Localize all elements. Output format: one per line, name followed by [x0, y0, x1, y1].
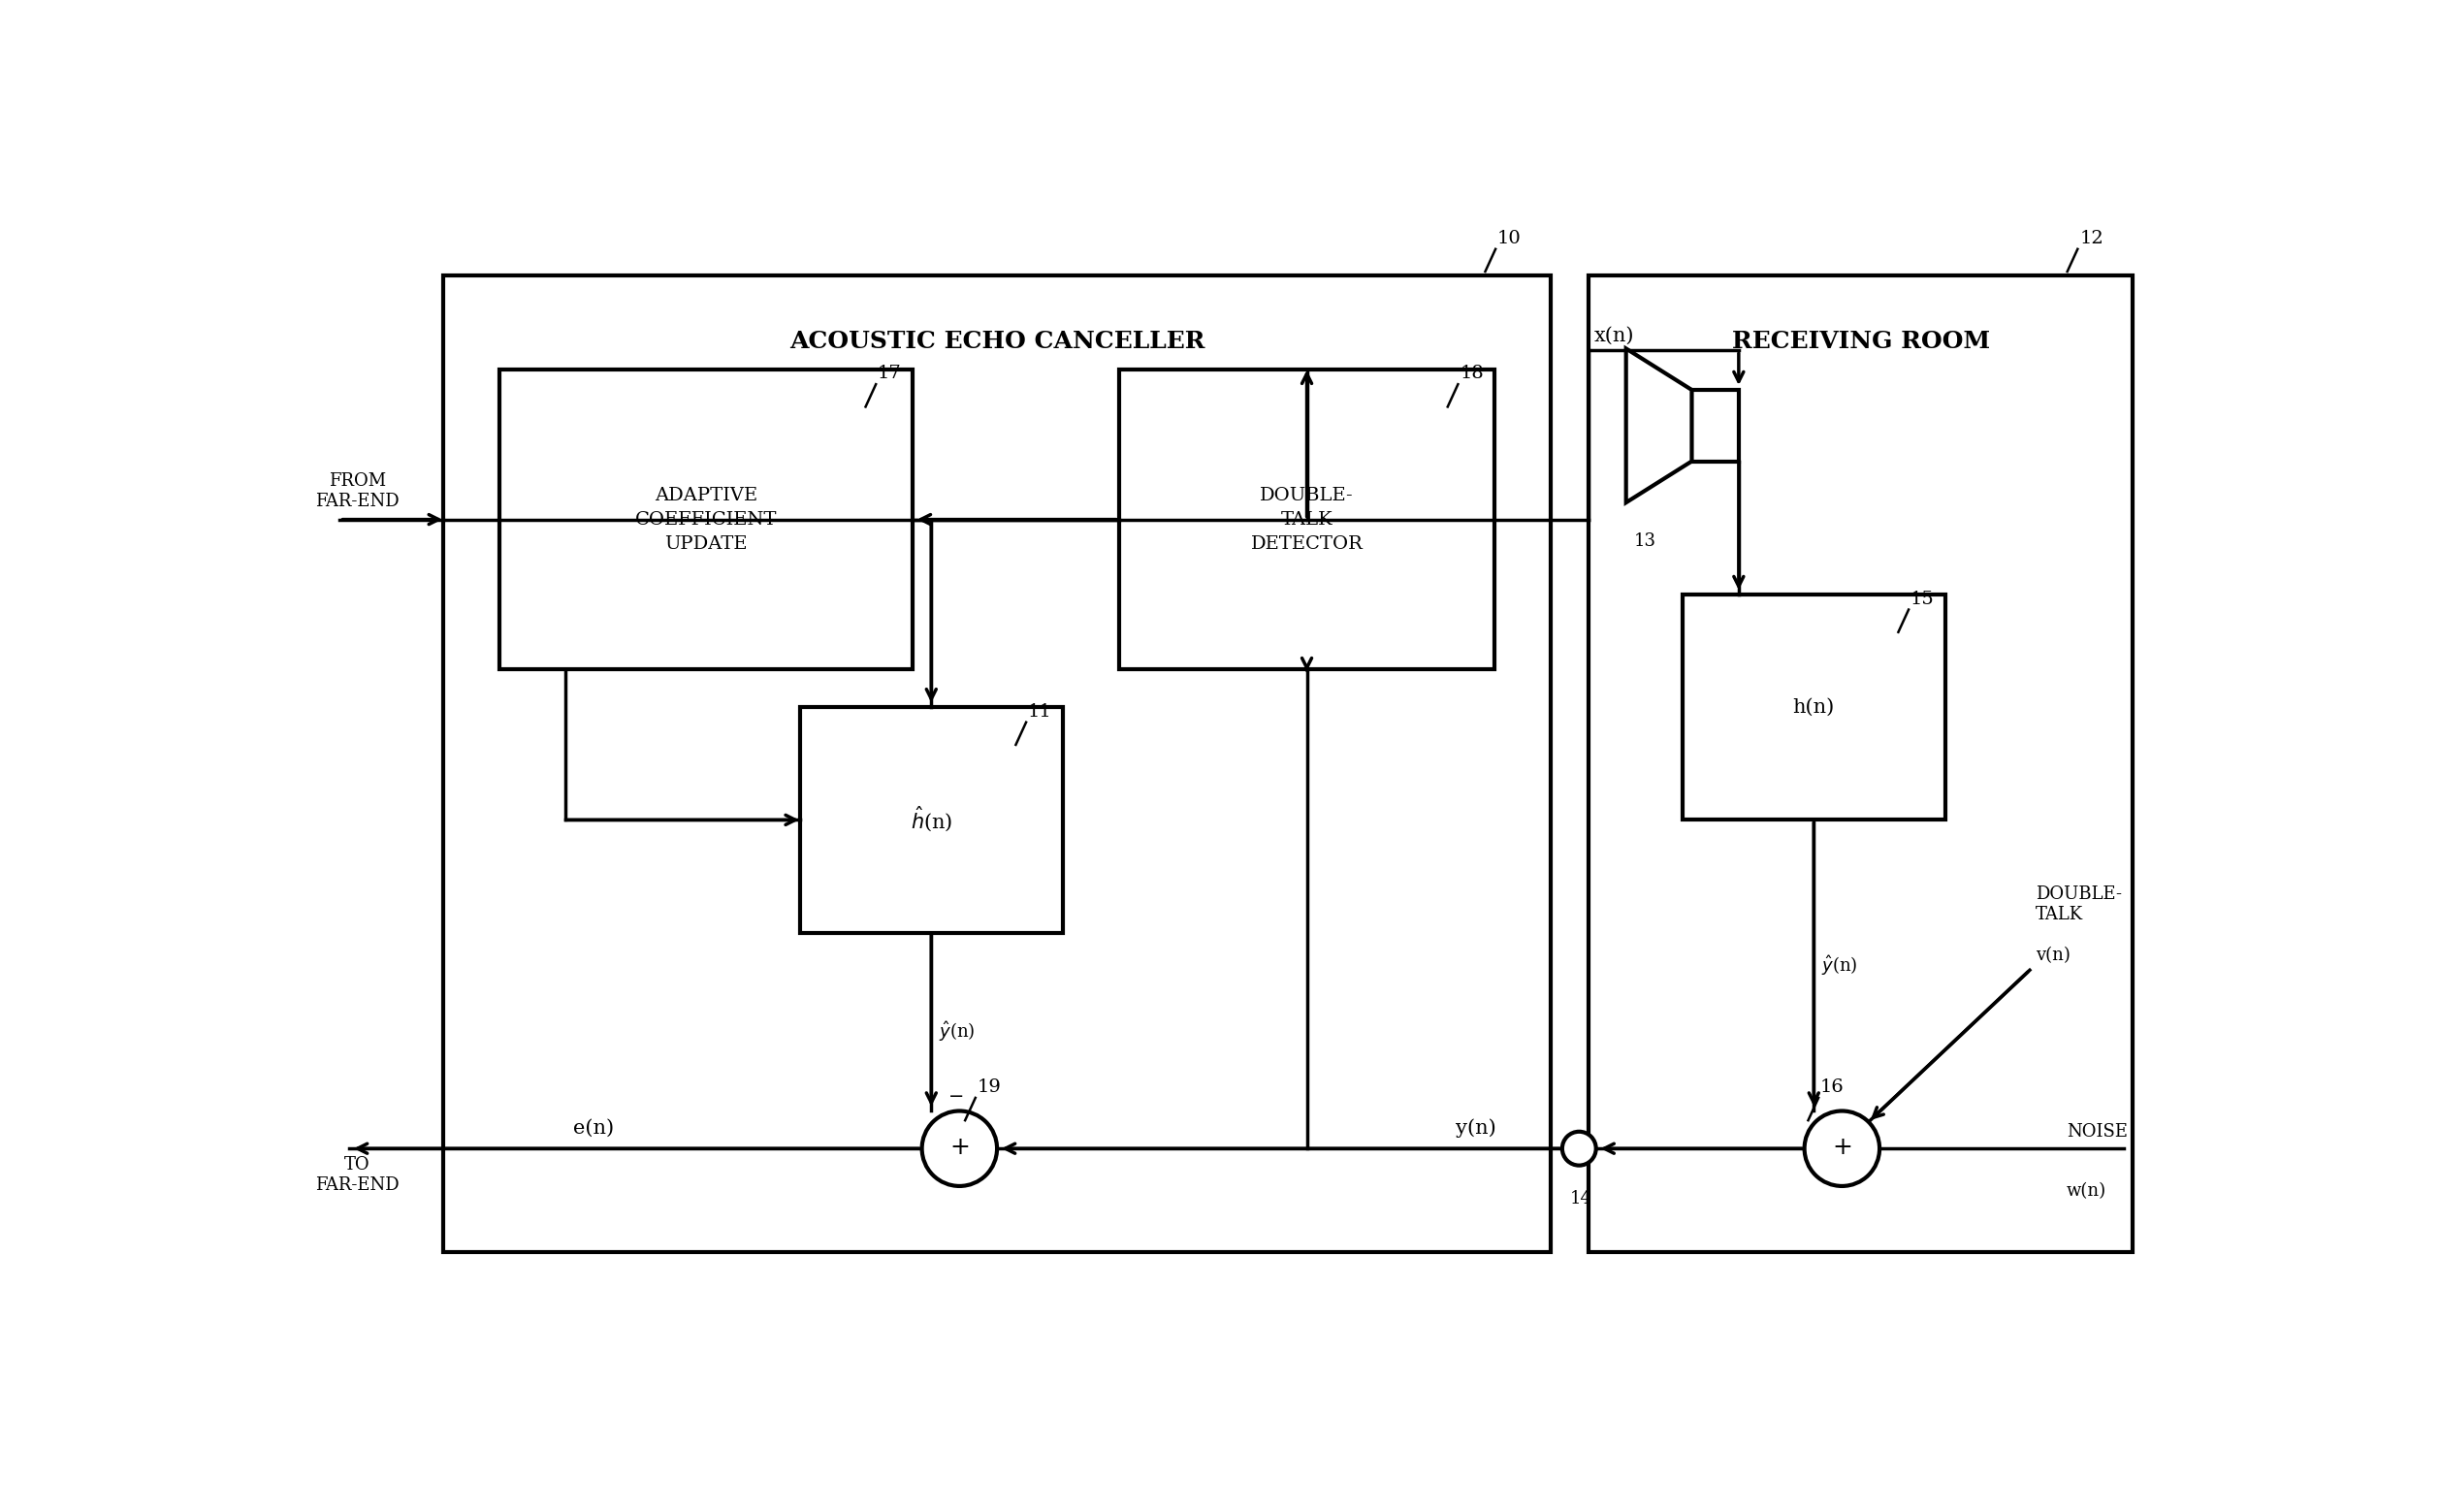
Text: DOUBLE-
TALK: DOUBLE- TALK [2035, 886, 2123, 924]
FancyBboxPatch shape [500, 369, 913, 670]
Polygon shape [1625, 349, 1691, 502]
Circle shape [922, 1111, 998, 1185]
FancyBboxPatch shape [1691, 390, 1740, 461]
Text: FROM
FAR-END: FROM FAR-END [315, 472, 400, 510]
Text: 16: 16 [1820, 1078, 1845, 1096]
Text: +: + [949, 1136, 969, 1160]
Text: −: − [949, 1087, 964, 1105]
Text: 13: 13 [1635, 532, 1657, 550]
FancyBboxPatch shape [1120, 369, 1496, 670]
Text: w(n): w(n) [2067, 1182, 2106, 1199]
Text: +: + [1832, 1136, 1852, 1160]
FancyBboxPatch shape [444, 275, 1552, 1252]
Text: 17: 17 [878, 364, 903, 383]
Text: 19: 19 [978, 1078, 1000, 1096]
Text: DOUBLE-
TALK
DETECTOR: DOUBLE- TALK DETECTOR [1252, 487, 1364, 552]
Text: RECEIVING ROOM: RECEIVING ROOM [1732, 330, 1989, 352]
FancyBboxPatch shape [800, 708, 1064, 933]
Text: $\hat{y}$(n): $\hat{y}$(n) [939, 1019, 976, 1043]
Circle shape [1806, 1111, 1879, 1185]
Circle shape [1562, 1131, 1596, 1166]
Text: 18: 18 [1459, 364, 1484, 383]
Text: y(n): y(n) [1457, 1119, 1496, 1137]
Text: ACOUSTIC ECHO CANCELLER: ACOUSTIC ECHO CANCELLER [788, 330, 1205, 352]
Text: h(n): h(n) [1793, 699, 1835, 717]
Text: 14: 14 [1569, 1190, 1591, 1207]
FancyBboxPatch shape [1681, 594, 1945, 820]
Text: 15: 15 [1911, 590, 1935, 608]
Text: 11: 11 [1027, 703, 1052, 720]
Text: 10: 10 [1498, 230, 1523, 246]
Text: e(n): e(n) [573, 1119, 615, 1137]
Text: NOISE: NOISE [2067, 1123, 2128, 1142]
Text: 12: 12 [2079, 230, 2103, 246]
Text: $\hat{h}$(n): $\hat{h}$(n) [910, 806, 952, 835]
FancyBboxPatch shape [1588, 275, 2133, 1252]
Text: v(n): v(n) [2035, 947, 2069, 965]
Text: $\hat{y}$(n): $\hat{y}$(n) [1820, 954, 1857, 977]
Text: TO
FAR-END: TO FAR-END [315, 1157, 400, 1193]
Text: x(n): x(n) [1593, 327, 1635, 345]
Text: ADAPTIVE
COEFFICIENT
UPDATE: ADAPTIVE COEFFICIENT UPDATE [634, 487, 776, 552]
